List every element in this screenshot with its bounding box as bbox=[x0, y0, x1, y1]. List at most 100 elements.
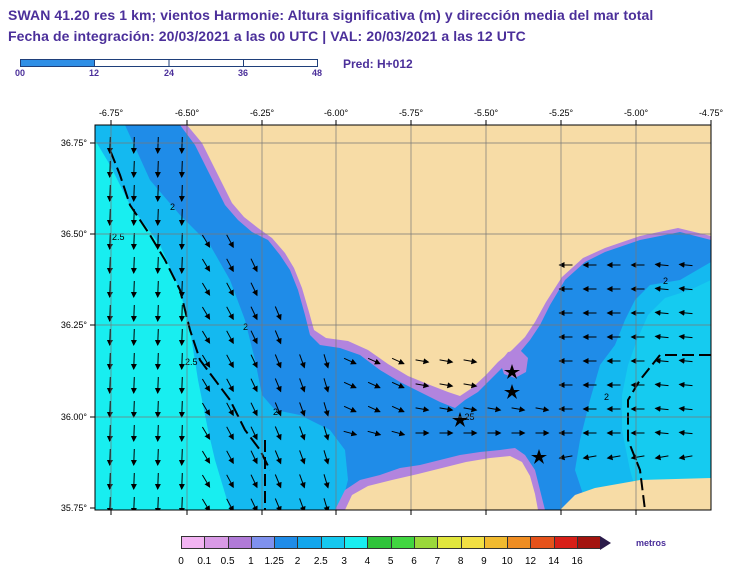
wave-direction-arrow bbox=[106, 328, 113, 346]
contour-2-west bbox=[109, 149, 271, 471]
contour-label-7: 2 bbox=[663, 276, 668, 286]
wave-direction-arrow bbox=[439, 358, 454, 365]
wave-direction-arrow bbox=[130, 352, 137, 370]
lon-label-6: -5.25° bbox=[549, 108, 574, 118]
wave-direction-arrow bbox=[154, 184, 161, 202]
wave-direction-arrow bbox=[226, 378, 234, 393]
wave-direction-arrow bbox=[106, 184, 113, 202]
wave-direction-arrow bbox=[299, 474, 306, 489]
colorbar-swatch-6 bbox=[320, 536, 345, 549]
wave-direction-arrow bbox=[130, 136, 137, 154]
wave-direction-arrow bbox=[391, 405, 405, 413]
colorbar-swatch-12 bbox=[460, 536, 484, 549]
contour-label-5: 2 bbox=[604, 392, 609, 402]
wave-direction-arrow bbox=[201, 450, 211, 464]
wave-direction-arrow bbox=[678, 381, 693, 388]
wave-direction-arrow bbox=[201, 330, 211, 344]
colorbar-swatch-2 bbox=[227, 536, 251, 549]
wave-direction-arrow bbox=[201, 258, 211, 272]
wave-direction-arrow bbox=[274, 330, 282, 345]
colorbar-swatch-1 bbox=[204, 536, 228, 549]
contour-label-4: 2 bbox=[273, 407, 278, 417]
wave-direction-arrow bbox=[178, 208, 185, 226]
wave-direction-arrow bbox=[274, 498, 282, 510]
wave-direction-arrow bbox=[106, 256, 113, 274]
wave-direction-arrow bbox=[178, 136, 185, 154]
wave-direction-arrow bbox=[343, 357, 357, 365]
wave-direction-arrow bbox=[367, 430, 382, 437]
wave-direction-arrows bbox=[106, 136, 693, 510]
wave-direction-arrow bbox=[154, 160, 161, 178]
prediction-hour-label: Pred: H+012 bbox=[343, 57, 413, 71]
colorbar-label-2: 0.5 bbox=[220, 556, 235, 567]
wave-direction-arrow bbox=[130, 328, 137, 346]
wave-direction-arrow bbox=[250, 258, 258, 273]
wave-direction-arrow bbox=[415, 382, 430, 389]
wave-direction-arrow bbox=[130, 280, 137, 298]
colorbar-swatch-0 bbox=[181, 536, 205, 549]
wave-direction-arrow bbox=[178, 280, 185, 298]
contour-label-2: 2 bbox=[243, 322, 248, 332]
colorbar-label-6: 2.5 bbox=[313, 556, 328, 567]
forecast-hour-ramp-fill bbox=[21, 60, 95, 66]
wave-direction-arrow bbox=[106, 136, 113, 154]
wave-direction-arrow bbox=[226, 498, 234, 510]
colorbar-swatch-3 bbox=[250, 536, 275, 549]
colorbar-label-5: 2 bbox=[294, 556, 301, 567]
wave-direction-arrow bbox=[274, 402, 282, 417]
wave-direction-arrow bbox=[201, 306, 211, 320]
wave-direction-arrow bbox=[154, 280, 161, 298]
wave-direction-arrow bbox=[106, 160, 113, 178]
wave-direction-arrow bbox=[226, 306, 234, 321]
wave-height-colorbar bbox=[181, 535, 612, 550]
wave-direction-arrow bbox=[201, 402, 211, 416]
wave-direction-arrow bbox=[343, 381, 357, 389]
colorbar-swatch-5 bbox=[297, 536, 321, 549]
colorbar-swatch-8 bbox=[367, 536, 391, 549]
wave-direction-arrow bbox=[178, 328, 185, 346]
colorbar-label-16: 14 bbox=[548, 556, 560, 567]
forecast-hour-ramp-ticks bbox=[94, 59, 244, 67]
colorbar-swatch-4 bbox=[274, 536, 298, 549]
colorbar-swatch-16 bbox=[553, 536, 578, 549]
contour-label-0: 2 bbox=[170, 202, 175, 212]
colorbar-label-15: 12 bbox=[524, 556, 537, 567]
colorbar-label-13: 9 bbox=[481, 556, 487, 567]
wave-direction-arrow bbox=[106, 376, 113, 394]
wave-direction-arrow bbox=[226, 330, 234, 345]
wave-direction-arrow bbox=[178, 160, 185, 178]
wave-direction-arrow bbox=[463, 382, 478, 389]
lat-label-1: 36.50° bbox=[61, 229, 88, 239]
wave-direction-arrow bbox=[274, 354, 282, 369]
wave-direction-arrow bbox=[654, 405, 669, 412]
wave-direction-arrow bbox=[678, 333, 693, 340]
colorbar-swatch-17 bbox=[577, 536, 601, 549]
wave-direction-arrow bbox=[154, 496, 161, 510]
wave-direction-arrow bbox=[250, 498, 258, 510]
ramp-label-36: 36 bbox=[237, 68, 249, 78]
land-spain bbox=[187, 125, 711, 396]
wave-direction-arrow bbox=[226, 426, 234, 441]
colorbar-label-3: 1 bbox=[248, 556, 254, 567]
station-markers bbox=[452, 364, 547, 464]
wave-direction-arrow bbox=[130, 304, 137, 322]
wave-direction-arrow bbox=[463, 358, 478, 365]
wave-direction-arrow bbox=[654, 454, 669, 461]
wave-direction-arrow bbox=[323, 498, 330, 510]
wave-direction-arrow bbox=[511, 406, 526, 413]
wave-height-map: 2 2.5 2 2.5 2 2 .25 2 bbox=[61, 108, 723, 515]
ramp-label-00: 00 bbox=[14, 68, 26, 78]
wave-direction-arrow bbox=[106, 424, 113, 442]
map-ticks bbox=[90, 120, 712, 515]
wave-direction-arrow bbox=[130, 376, 137, 394]
wave-direction-arrow bbox=[226, 258, 234, 273]
wave-direction-arrow bbox=[154, 448, 161, 466]
wave-direction-arrow bbox=[274, 450, 282, 465]
colorbar-label-11: 7 bbox=[434, 556, 441, 567]
wave-direction-arrow bbox=[323, 450, 330, 465]
lon-label-4: -5.75° bbox=[399, 108, 424, 118]
wave-direction-arrow bbox=[154, 328, 161, 346]
map-title-line1: SWAN 41.20 res 1 km; vientos Harmonie: A… bbox=[8, 7, 654, 23]
colorbar-label-9: 5 bbox=[387, 556, 394, 567]
wave-direction-arrow bbox=[630, 454, 645, 461]
